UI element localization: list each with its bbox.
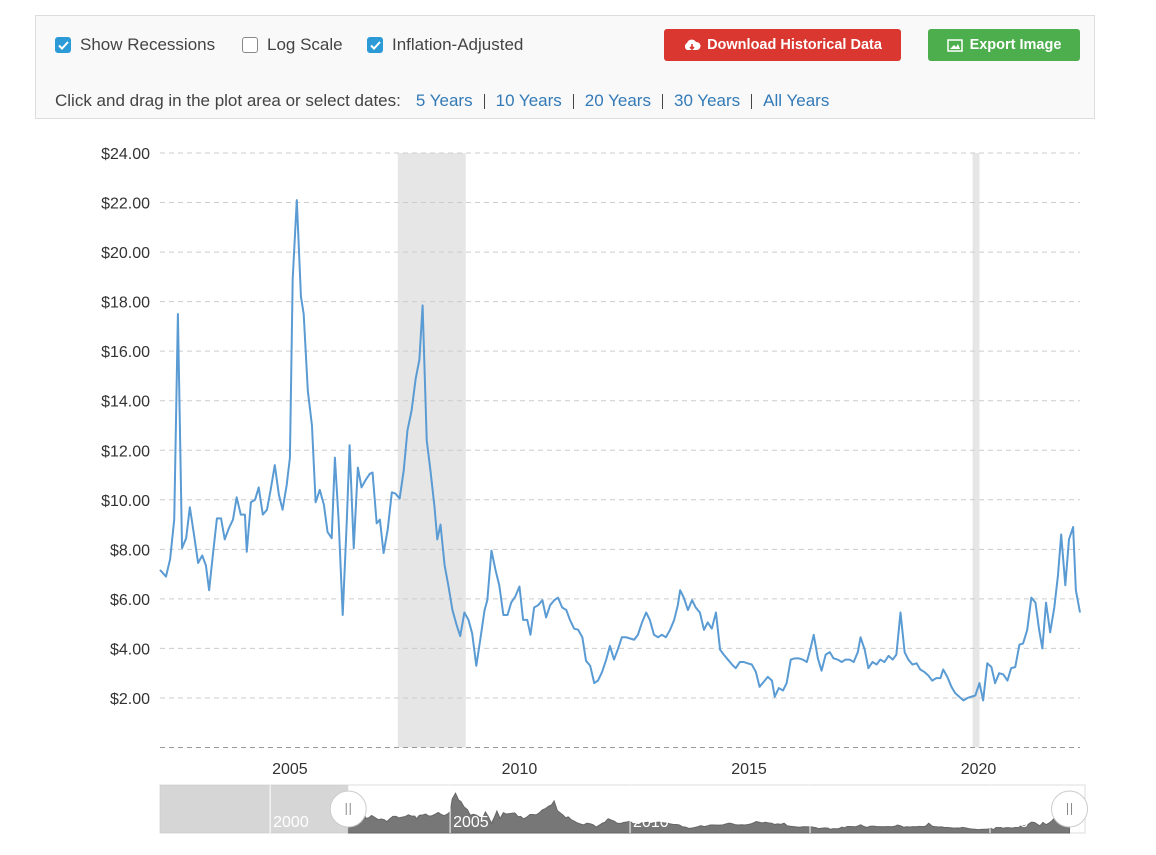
y-tick-label: $18.00 — [101, 295, 150, 312]
y-tick-label: $24.00 — [101, 146, 150, 163]
y-tick-label: $6.00 — [110, 592, 150, 609]
y-tick-label: $4.00 — [110, 641, 150, 658]
recession-band — [972, 153, 980, 748]
checkbox-box — [242, 37, 258, 53]
price-line — [159, 199, 1081, 702]
navigator-handle[interactable] — [1051, 790, 1089, 828]
download-button[interactable]: Download Historical Data — [664, 29, 901, 61]
x-tick-label: 2015 — [731, 761, 767, 778]
navigator-handle[interactable] — [329, 790, 367, 828]
x-tick-label: 2005 — [272, 761, 308, 778]
check-mark — [369, 40, 381, 50]
navigator-label: 2010 — [633, 814, 669, 831]
x-tick-label: 2010 — [502, 761, 538, 778]
checkbox-box — [55, 37, 71, 53]
separator — [483, 93, 485, 109]
y-tick-label: $2.00 — [110, 691, 150, 708]
navigator-bg — [159, 784, 1086, 834]
image-icon — [946, 38, 963, 52]
range-link[interactable]: 20 Years — [584, 91, 651, 110]
checkbox-label: Show Recessions — [80, 35, 216, 54]
y-tick-label: $8.00 — [110, 542, 150, 559]
checkbox-label: Log Scale — [267, 35, 343, 54]
handle-grip — [1067, 803, 1073, 815]
x-tick-label: 2020 — [961, 761, 997, 778]
y-tick-label: $14.00 — [101, 394, 150, 411]
handle-grip — [345, 803, 351, 815]
separator — [661, 93, 663, 109]
check-mark — [57, 40, 69, 50]
y-tick-label: $20.00 — [101, 245, 150, 262]
range-link[interactable]: 5 Years — [415, 91, 473, 110]
range-row: Click and drag in the plot area or selec… — [55, 91, 829, 111]
cloud-icon — [685, 39, 701, 51]
checkbox[interactable]: Show Recessions — [55, 35, 215, 55]
separator — [572, 93, 574, 109]
y-tick-label: $16.00 — [101, 344, 150, 361]
range-link[interactable]: 30 Years — [673, 91, 741, 110]
export-button[interactable]: Export Image — [928, 29, 1080, 61]
controls-panel: Show Recessions Log Scale Inflation-Adjust… — [35, 15, 1095, 119]
navigator-mask — [160, 785, 349, 833]
range-link[interactable]: 10 Years — [495, 91, 562, 110]
button-label: Download Historical Data — [707, 37, 882, 53]
checkbox[interactable]: Inflation-Adjusted — [367, 35, 523, 55]
navigator-label: 2000 — [273, 814, 309, 831]
y-tick-label: $10.00 — [101, 493, 150, 510]
navigator-label: 2005 — [453, 814, 489, 831]
y-tick-label: $12.00 — [101, 443, 150, 460]
y-tick-label: $22.00 — [101, 196, 150, 213]
navigator-label: 2020 — [993, 814, 1029, 831]
checkbox-label: Inflation-Adjusted — [392, 35, 524, 54]
checkbox[interactable]: Log Scale — [242, 35, 343, 55]
checkbox-box — [367, 37, 383, 53]
button-label: Export Image — [969, 37, 1062, 53]
navigator-area — [347, 792, 1071, 834]
navigator-label: 2015 — [813, 814, 849, 831]
range-link[interactable]: All Years — [763, 91, 830, 110]
recession-band — [397, 153, 466, 748]
range-prompt: Click and drag in the plot area or selec… — [55, 91, 401, 110]
separator — [751, 93, 753, 109]
